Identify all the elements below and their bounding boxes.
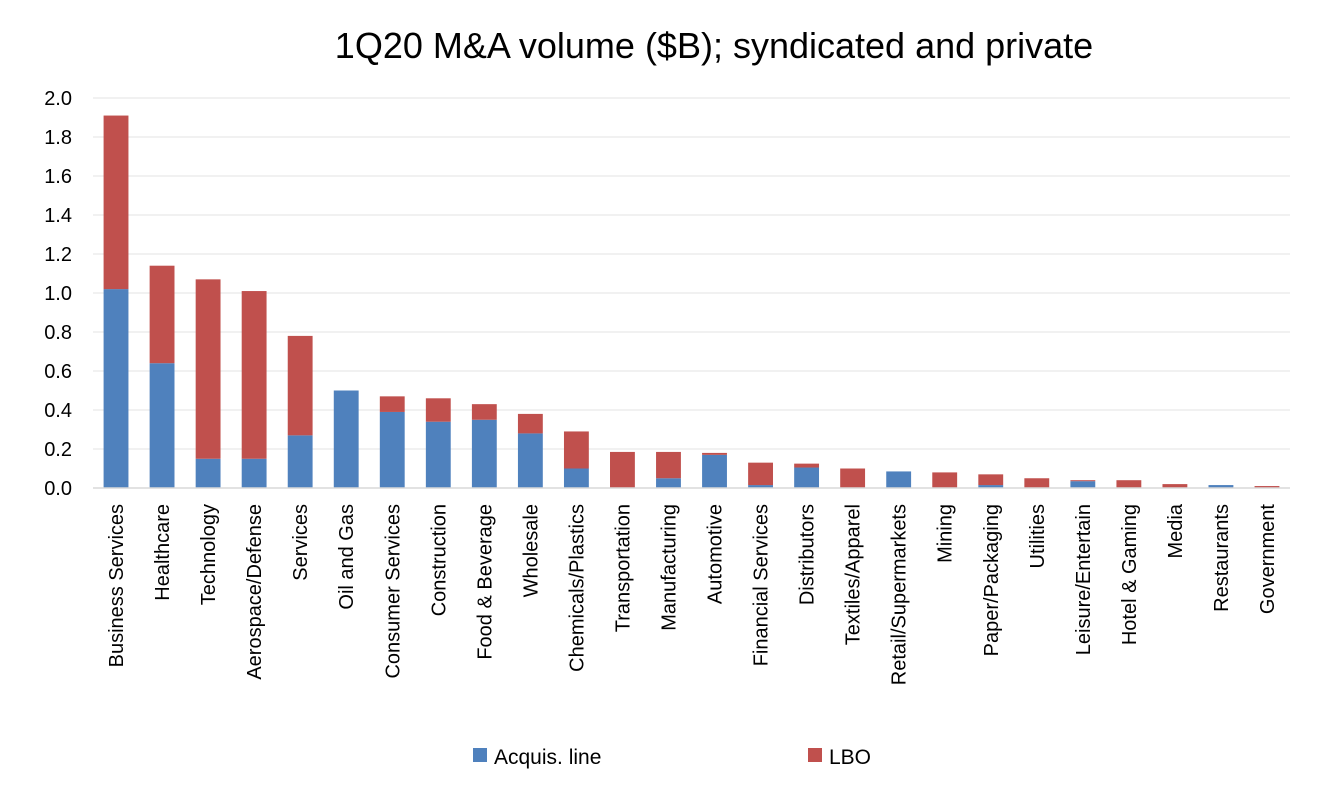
lbo-bar: [517, 413, 543, 434]
x-category-label: Transportation: [612, 504, 634, 632]
y-tick-label: 0.6: [44, 361, 72, 383]
y-tick-label: 0.8: [44, 322, 72, 344]
y-tick-label: 1.8: [44, 127, 72, 149]
lbo-bar: [149, 265, 175, 364]
lbo-bar: [932, 472, 958, 488]
y-tick-label: 1.0: [44, 283, 72, 305]
x-category-label: Wholesale: [520, 504, 542, 597]
legend-swatch-lbo: [808, 748, 822, 762]
lbo-bar: [379, 396, 405, 412]
legend-label: LBO: [829, 746, 871, 769]
acquis-line-bar: [794, 467, 820, 488]
acquis-line-bar: [1070, 481, 1096, 488]
y-axis-ticks: 0.0 0.2 0.4 0.6 0.8 1.0 1.2 1.4 1.6 1.8 2.0: [44, 88, 72, 500]
lbo-bar: [1070, 480, 1096, 482]
lbo-bar: [1254, 486, 1280, 488]
x-category-label: Government: [1257, 504, 1279, 614]
x-category-label: Chemicals/Plastics: [566, 504, 588, 672]
lbo-bar: [1116, 480, 1142, 488]
lbo-bar: [425, 398, 451, 422]
acquis-line-bar: [425, 421, 451, 488]
acquis-line-bar: [287, 435, 313, 488]
acquis-line-bar: [103, 289, 129, 488]
x-category-label: Services: [290, 504, 312, 581]
x-category-label: Technology: [198, 504, 220, 605]
x-category-label: Media: [1165, 503, 1187, 558]
legend-label: Acquis. line: [494, 746, 601, 769]
y-tick-label: 1.2: [44, 244, 72, 266]
bar-series: [103, 115, 1280, 488]
y-tick-label: 0.0: [44, 478, 72, 500]
lbo-bar: [748, 462, 773, 486]
x-category-label: Retail/Supermarkets: [889, 504, 911, 685]
legend: Acquis. line LBO: [473, 746, 871, 769]
acquis-line-bar: [978, 485, 1004, 488]
lbo-bar: [1162, 484, 1188, 488]
acquis-line-bar: [195, 458, 221, 488]
x-axis-categories: Business Services Healthcare Technology Aer…: [106, 503, 1279, 685]
x-category-label: Hotel & Gaming: [1119, 504, 1141, 645]
chart-title: 1Q20 M&A volume ($B); syndicated and pri…: [335, 25, 1093, 66]
acquis-line-bar: [748, 485, 773, 488]
lbo-bar: [471, 404, 497, 420]
acquis-line-bar: [702, 454, 727, 488]
acquis-line-bar: [379, 411, 405, 488]
x-category-label: Business Services: [106, 504, 128, 667]
acquis-line-bar: [1208, 485, 1234, 488]
x-category-label: Manufacturing: [658, 504, 680, 631]
x-category-label: Restaurants: [1211, 504, 1233, 612]
x-category-label: Utilities: [1027, 504, 1049, 568]
acquis-line-bar: [333, 390, 359, 488]
y-tick-label: 1.4: [44, 205, 72, 227]
grid-lines: [93, 97, 1290, 450]
y-tick-label: 0.2: [44, 439, 72, 461]
lbo-bar: [563, 431, 589, 469]
x-category-label: Distributors: [797, 504, 819, 605]
lbo-bar: [794, 463, 820, 468]
lbo-bar: [1024, 478, 1050, 488]
x-category-label: Automotive: [705, 504, 727, 604]
acquis-line-bar: [517, 433, 543, 488]
x-category-label: Consumer Services: [382, 504, 404, 679]
x-category-label: Leisure/Entertain: [1073, 504, 1095, 655]
lbo-bar: [103, 115, 129, 290]
acquis-line-bar: [563, 468, 589, 488]
lbo-bar: [978, 474, 1004, 486]
y-tick-label: 0.4: [44, 400, 72, 422]
legend-swatch-acquis-line: [473, 748, 487, 762]
x-category-label: Food & Beverage: [474, 504, 496, 660]
acquis-line-bar: [656, 478, 681, 488]
acquis-line-bar: [241, 458, 267, 488]
x-category-label: Paper/Packaging: [981, 504, 1003, 656]
x-category-label: Mining: [935, 504, 957, 563]
x-category-label: Healthcare: [152, 504, 174, 601]
acquis-line-bar: [886, 471, 912, 488]
acquis-line-bar: [149, 363, 175, 488]
y-tick-label: 2.0: [44, 88, 72, 110]
lbo-bar: [840, 468, 866, 488]
x-category-label: Construction: [428, 504, 450, 616]
lbo-bar: [241, 291, 267, 459]
lbo-bar: [702, 452, 727, 455]
y-tick-label: 1.6: [44, 166, 72, 188]
x-category-label: Aerospace/Defense: [244, 504, 266, 680]
lbo-bar: [656, 451, 681, 479]
x-category-label: Financial Services: [751, 504, 773, 666]
acquis-line-bar: [471, 419, 497, 488]
lbo-bar: [610, 451, 635, 488]
x-category-label: Textiles/Apparel: [843, 504, 865, 645]
lbo-bar: [195, 279, 221, 459]
x-category-label: Oil and Gas: [336, 504, 358, 610]
lbo-bar: [287, 335, 313, 436]
